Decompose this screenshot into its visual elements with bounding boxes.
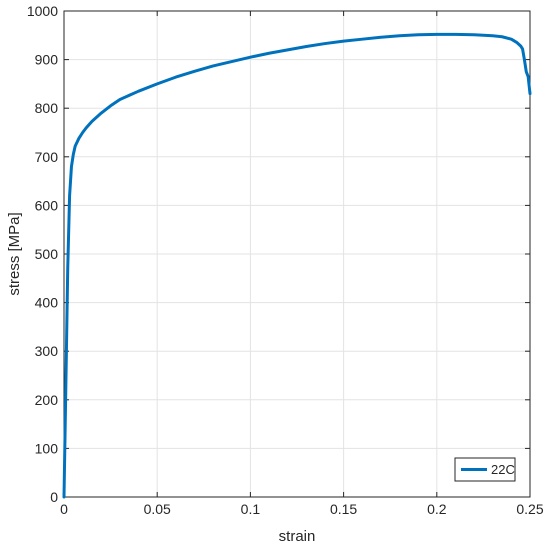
y-tick-labels: 0 100 200 300 400 500 600 700 800 900 1000 xyxy=(27,3,58,505)
x-tick-label: 0.1 xyxy=(241,501,261,517)
y-axis-label: stress [MPa] xyxy=(6,212,23,295)
x-tick-label: 0.25 xyxy=(516,501,543,517)
y-tick-label: 900 xyxy=(35,52,59,68)
y-tick-label: 200 xyxy=(35,392,59,408)
y-tick-label: 100 xyxy=(35,440,59,456)
x-axis-label: strain xyxy=(279,528,316,545)
x-tick-label: 0.05 xyxy=(144,501,171,517)
y-tick-label: 800 xyxy=(35,100,59,116)
y-tick-label: 300 xyxy=(35,343,59,359)
x-tick-label: 0.15 xyxy=(330,501,357,517)
x-tick-label: 0 xyxy=(60,501,68,517)
y-tick-label: 1000 xyxy=(27,3,58,19)
series-line-22c xyxy=(62,32,532,499)
legend: 22C xyxy=(454,457,516,482)
grid xyxy=(64,11,530,497)
y-tick-label: 400 xyxy=(35,295,59,311)
y-tick-label: 500 xyxy=(35,246,59,262)
x-tick-labels: 0 0.05 0.1 0.15 0.2 0.25 xyxy=(60,501,544,517)
y-tick-label: 700 xyxy=(35,149,59,165)
x-tick-label: 0.2 xyxy=(427,501,447,517)
y-tick-label: 600 xyxy=(35,197,59,213)
legend-label-22c: 22C xyxy=(491,462,515,477)
y-tick-label: 0 xyxy=(50,489,58,505)
series-group xyxy=(62,32,532,499)
